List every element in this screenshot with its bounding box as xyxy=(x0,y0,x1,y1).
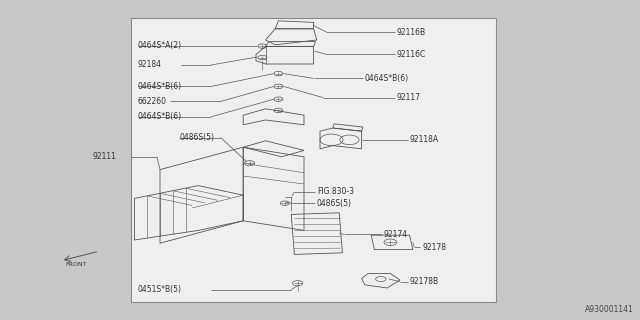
Text: 0464S*B(6): 0464S*B(6) xyxy=(365,74,409,83)
Text: A930001141: A930001141 xyxy=(585,305,634,314)
Text: FRONT: FRONT xyxy=(65,261,87,267)
Text: 662260: 662260 xyxy=(138,97,166,106)
Text: FIG.830-3: FIG.830-3 xyxy=(317,188,354,196)
Text: 0464S*B(6): 0464S*B(6) xyxy=(138,82,182,91)
Text: 92116B: 92116B xyxy=(397,28,426,36)
Bar xyxy=(131,18,496,302)
Text: 92111: 92111 xyxy=(93,152,116,161)
Text: 92117: 92117 xyxy=(397,93,421,102)
Text: 92184: 92184 xyxy=(138,60,161,69)
Text: 92178B: 92178B xyxy=(410,277,439,286)
Text: 0464S*B(6): 0464S*B(6) xyxy=(138,112,182,121)
Text: 92174: 92174 xyxy=(384,230,408,239)
Text: 0486S(5): 0486S(5) xyxy=(179,133,214,142)
Text: 92178: 92178 xyxy=(422,243,447,252)
Text: 0464S*A(2): 0464S*A(2) xyxy=(138,41,182,50)
Text: 0486S(5): 0486S(5) xyxy=(317,199,352,208)
Text: 92116C: 92116C xyxy=(397,50,426,59)
Text: 0451S*B(5): 0451S*B(5) xyxy=(138,285,182,294)
Text: 92118A: 92118A xyxy=(410,135,439,144)
